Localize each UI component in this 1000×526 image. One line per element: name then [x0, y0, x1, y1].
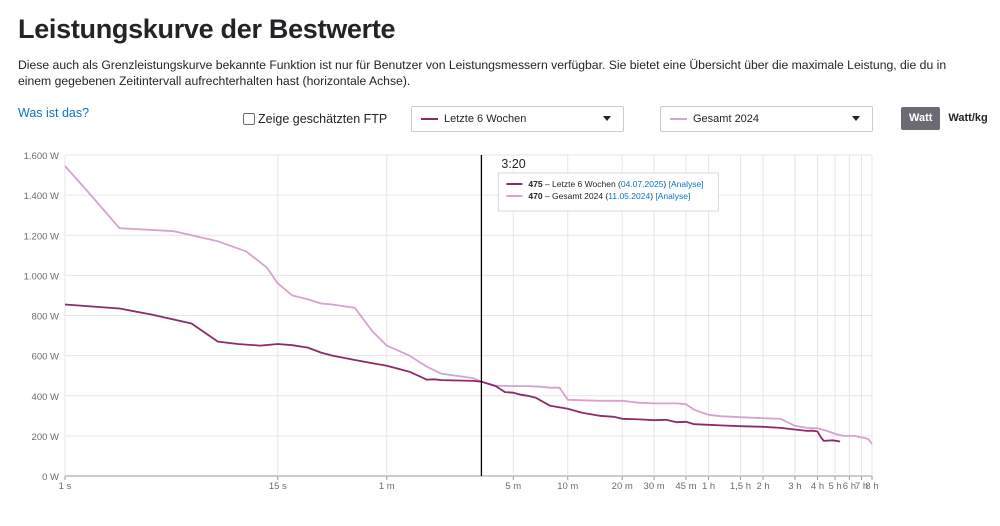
x-tick-label: 45 m: [675, 481, 696, 492]
tooltip-label: ): [650, 191, 653, 201]
range-select-recent-label: Letzte 6 Wochen: [444, 113, 527, 125]
chart-series: [64, 165, 873, 445]
x-tick-label: 20 m: [612, 481, 633, 492]
tooltip-label: – Letzte 6 Wochen (: [545, 179, 621, 189]
ftp-checkbox[interactable]: Zeige geschätzten FTP: [243, 112, 387, 126]
cursor-time-label: 3:20: [501, 157, 525, 171]
x-axis-labels: 1 s 15 s 1 m 5 m 10 m 20 m 30 m 45 m 1 h 1,5 h 2 h…: [59, 481, 879, 492]
tooltip-row: 470 – Gesamt 2024 (11.05.2024) [Analyse]: [528, 191, 690, 201]
y-tick-label: 1.600 W: [24, 151, 59, 162]
chart-grid: [64, 154, 873, 480]
x-tick-label: 4 h: [811, 481, 824, 492]
tooltip-date-link: 11.05.2024: [608, 191, 650, 201]
tooltip: 475 – Letzte 6 Wochen (04.07.2025) [Anal…: [497, 172, 719, 212]
x-tick-label: 1 m: [379, 481, 395, 492]
y-tick-label: 1.000 W: [24, 271, 59, 282]
range-select-recent[interactable]: Letzte 6 Wochen: [411, 106, 624, 132]
range-select-2024-label: Gesamt 2024: [693, 113, 760, 125]
y-axis-labels: 0 W 200 W 400 W 600 W 800 W 1.000 W 1.200 W 1.4…: [24, 151, 59, 483]
tooltip-value: 475: [528, 179, 545, 189]
tooltip-value: 470: [528, 191, 545, 201]
chevron-down-icon: [603, 116, 611, 121]
unit-watt-button[interactable]: Watt: [901, 107, 941, 130]
x-tick-label: 5 m: [505, 481, 521, 492]
x-tick-label: 10 m: [557, 481, 578, 492]
tooltip-label: – Gesamt 2024 (: [545, 191, 608, 201]
x-tick-label: 6 h: [843, 481, 856, 492]
y-tick-label: 800 W: [32, 312, 59, 323]
y-tick-label: 1.400 W: [24, 191, 59, 202]
x-tick-label: 2 h: [756, 481, 769, 492]
series-line-2024: [64, 165, 873, 445]
tooltip-analyse-link: [Analyse]: [666, 179, 703, 189]
y-tick-label: 400 W: [32, 392, 59, 403]
x-tick-label: 5 h: [828, 481, 841, 492]
help-link[interactable]: Was ist das?: [18, 106, 90, 120]
tooltip-box: [497, 172, 719, 212]
ftp-checkbox-box[interactable]: [243, 113, 255, 125]
tooltip-date-link: 04.07.2025: [621, 179, 664, 189]
unit-wattkg-button[interactable]: Watt/kg: [948, 112, 988, 124]
page-description: Diese auch als Grenzleistungskurve bekan…: [18, 58, 947, 88]
range-select-2024[interactable]: Gesamt 2024: [660, 106, 873, 132]
x-tick-label: 8 h: [865, 481, 878, 492]
x-tick-label: 1 h: [702, 481, 715, 492]
x-tick-label: 1,5 h: [730, 481, 751, 492]
tooltip-row: 475 – Letzte 6 Wochen (04.07.2025) [Anal…: [528, 179, 703, 189]
power-curve-chart[interactable]: 0 W 200 W 400 W 600 W 800 W 1.000 W 1.200 W 1.4…: [0, 140, 1000, 526]
series-swatch-recent: [421, 118, 438, 120]
x-tick-label: 1 s: [59, 481, 72, 492]
x-tick-label: 3 h: [788, 481, 801, 492]
series-line-recent: [64, 303, 841, 443]
y-tick-label: 0 W: [42, 472, 59, 483]
y-tick-label: 600 W: [32, 352, 59, 363]
page-title: Leistungskurve der Bestwerte: [18, 14, 396, 44]
unit-toggle: Watt Watt/kg: [901, 107, 996, 130]
tooltip-analyse-link: [Analyse]: [653, 191, 690, 201]
ftp-checkbox-label: Zeige geschätzten FTP: [258, 112, 388, 126]
x-tick-label: 15 s: [269, 481, 287, 492]
tooltip-label: ): [663, 179, 666, 189]
series-swatch-2024: [670, 118, 687, 120]
x-tick-label: 7 h: [855, 481, 868, 492]
x-tick-label: 30 m: [644, 481, 665, 492]
chevron-down-icon: [852, 116, 860, 121]
y-tick-label: 200 W: [32, 432, 59, 443]
y-tick-label: 1.200 W: [24, 231, 59, 242]
